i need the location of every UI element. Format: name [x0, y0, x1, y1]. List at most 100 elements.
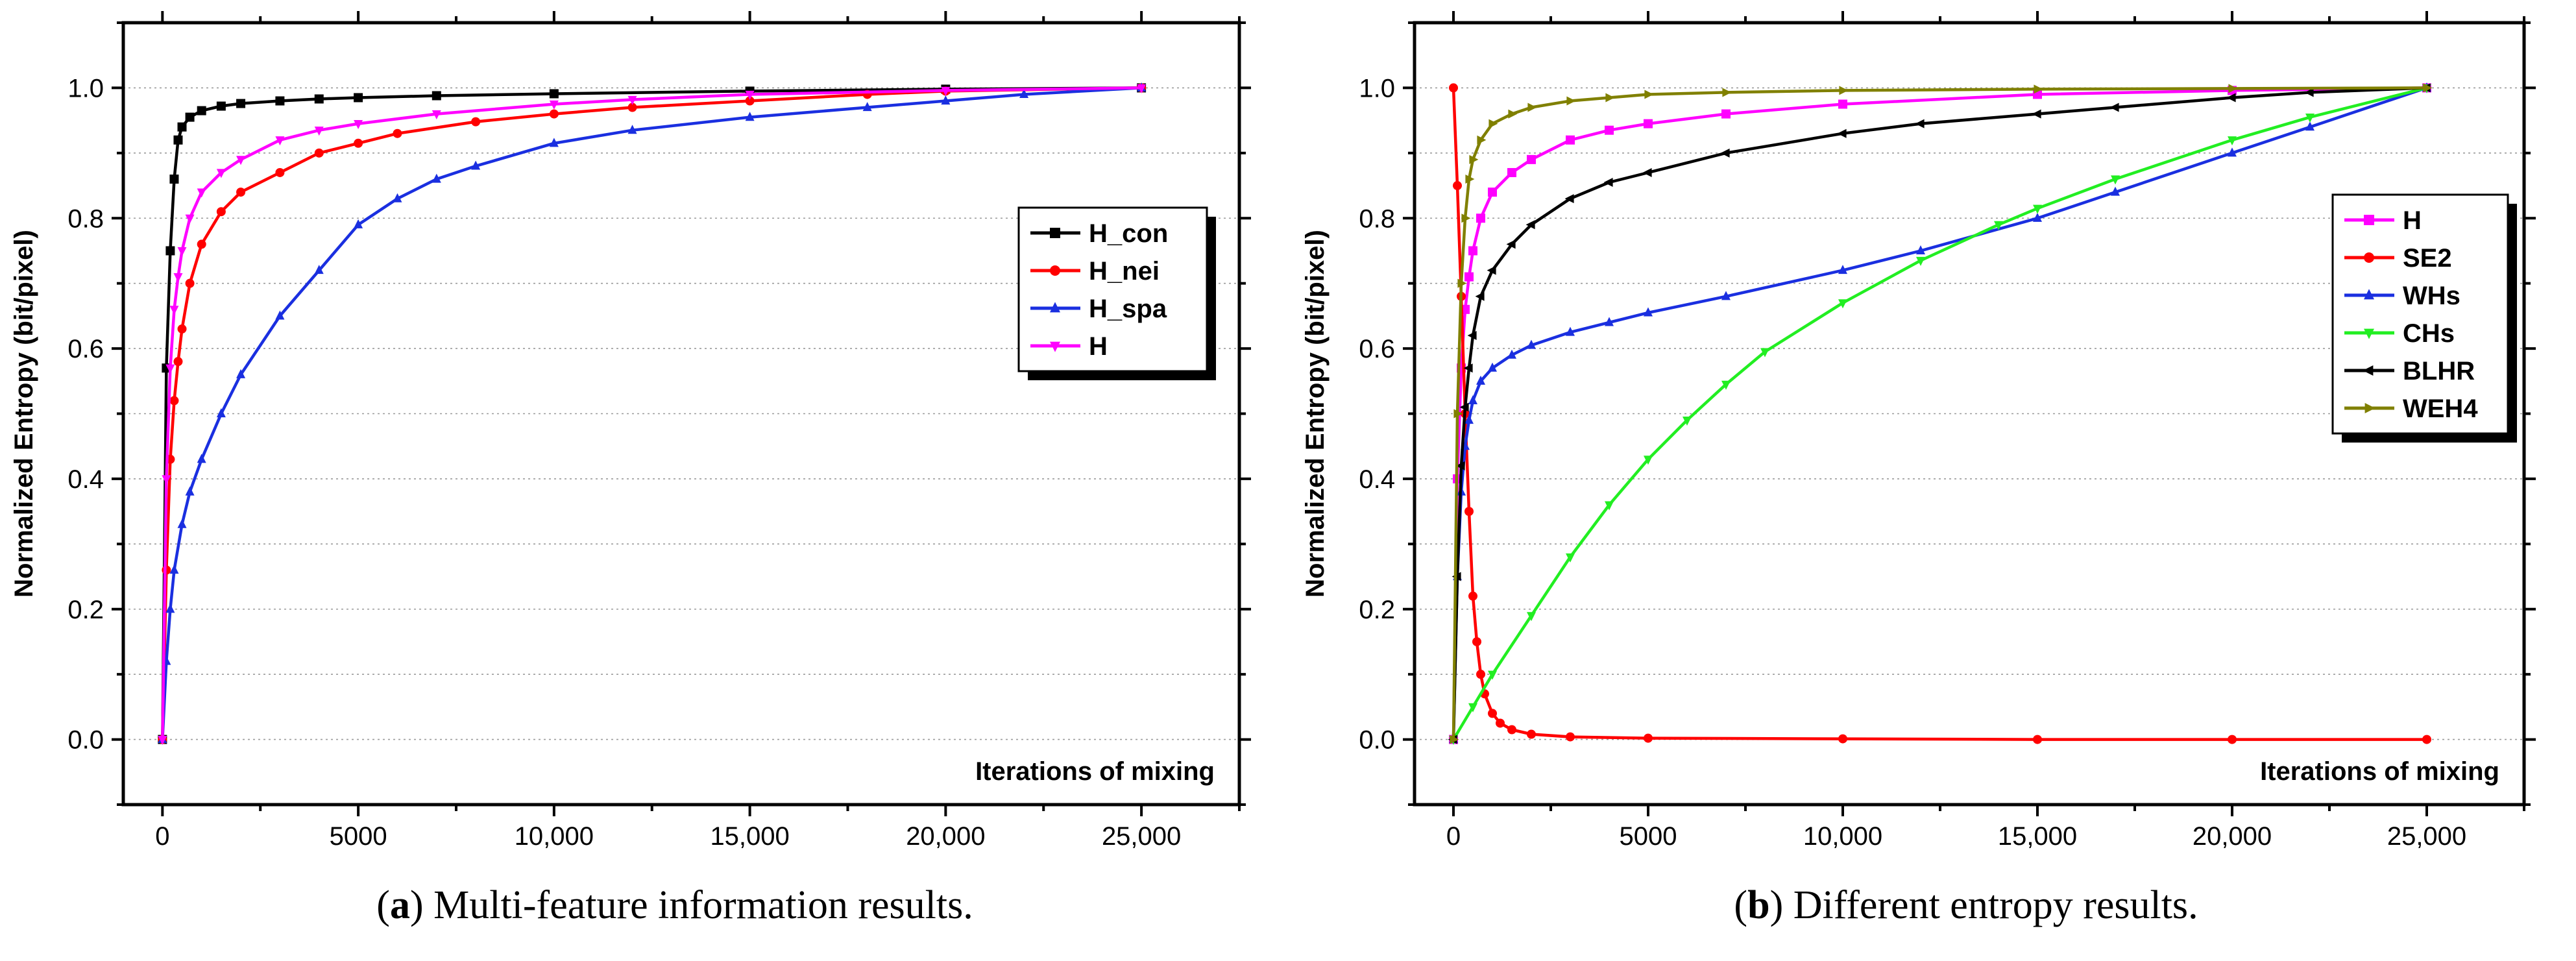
legend-label: H_con	[1089, 219, 1168, 248]
data-point	[627, 95, 637, 105]
x-tick-label: 10,000	[515, 822, 594, 851]
caption-letter: b	[1747, 883, 1769, 927]
y-axis-label: Normalized Entropy (bit/pixel)	[10, 230, 38, 598]
caption-close-paren: )	[410, 883, 424, 927]
legend-swatch-marker	[1050, 265, 1060, 276]
data-point	[2305, 114, 2315, 123]
y-tick-label: 0.2	[67, 596, 104, 624]
legend-label: CHs	[2403, 319, 2455, 348]
caption-close-paren: )	[1770, 883, 1784, 927]
data-point	[1994, 221, 2003, 230]
legend-item: BLHR	[2344, 357, 2475, 385]
legend-item: H	[2344, 206, 2422, 235]
x-axis-label: Iterations of mixing	[2260, 757, 2499, 786]
data-point	[745, 90, 755, 100]
data-point	[862, 102, 872, 112]
data-point	[2032, 109, 2041, 119]
legend-label: WHs	[2403, 282, 2461, 310]
data-point	[431, 173, 441, 183]
data-point	[1453, 409, 1463, 419]
legend-label: H_nei	[1089, 257, 1160, 286]
legend-swatch-marker	[1050, 228, 1060, 238]
data-point	[1476, 670, 1485, 679]
x-axis-label: Iterations of mixing	[975, 757, 1215, 786]
data-point	[1488, 670, 1497, 680]
caption-letter: a	[390, 883, 410, 927]
data-point	[1644, 90, 1654, 99]
data-point	[1506, 239, 1516, 249]
caption-text: Multi-feature information results.	[424, 883, 973, 927]
data-point	[1450, 735, 1459, 744]
legend-box	[2331, 193, 2509, 435]
data-point	[1467, 331, 1477, 340]
data-point	[2228, 147, 2237, 157]
series-line	[1452, 86, 2427, 740]
data-point	[1721, 380, 1731, 390]
legend-swatch-marker	[1050, 341, 1060, 352]
data-point	[158, 735, 167, 745]
data-point	[1459, 402, 1469, 412]
data-point	[1475, 291, 1485, 301]
series-line	[1452, 86, 2427, 740]
data-point	[1527, 729, 1536, 739]
y-axis: 0.0 0.2 0.4 0.6 0.8 1.0	[67, 21, 1251, 806]
data-point	[177, 518, 187, 528]
data-point	[1453, 181, 1462, 191]
data-point	[236, 99, 246, 108]
data-point	[314, 265, 324, 274]
y-tick-label: 0.0	[67, 726, 104, 755]
caption-text: Different entropy results.	[1783, 883, 2198, 927]
data-point	[1720, 148, 1730, 158]
legend-label: WEH4	[2403, 395, 2478, 423]
legend-item: H	[1030, 332, 1108, 361]
legend-item: WHs	[2344, 282, 2461, 310]
data-point	[941, 95, 951, 105]
data-point	[1469, 154, 1479, 164]
chart-panel-a: 0.0 0.2 0.4 0.6 0.8 1.0 0 5000 10,000 15,000 20,00…	[10, 11, 1251, 927]
data-point	[236, 188, 246, 197]
data-point	[165, 603, 175, 613]
data-point	[2111, 175, 2120, 185]
data-point	[2033, 735, 2042, 744]
y-axis: 0.0 0.2 0.4 0.6 0.8 1.0	[1359, 21, 2536, 806]
data-point	[1461, 213, 1471, 223]
data-point	[627, 125, 637, 134]
y-axis-label: Normalized Entropy (bit/pixel)	[1301, 230, 1330, 598]
data-point	[1488, 188, 1497, 197]
data-point	[169, 306, 179, 315]
legend-item: H_nei	[1030, 257, 1160, 286]
data-point	[1722, 88, 1732, 97]
data-point	[393, 193, 402, 202]
data-point	[1488, 362, 1497, 372]
legend-swatch-marker	[2364, 403, 2376, 413]
data-point	[1487, 265, 1496, 275]
data-point	[1508, 109, 1518, 119]
data-point	[1605, 501, 1614, 511]
data-point	[165, 246, 175, 256]
data-point	[471, 117, 481, 127]
data-point	[1721, 109, 1731, 119]
data-point	[2422, 735, 2431, 744]
data-point	[173, 357, 183, 367]
data-point	[1507, 167, 1516, 177]
data-point	[745, 112, 755, 121]
series-h-spa	[158, 82, 1147, 744]
legend-swatch-marker	[2364, 289, 2374, 300]
series-h	[1449, 83, 2431, 744]
legend: H_con H_nei H_spa H	[1017, 206, 1216, 380]
legend-swatch-marker	[2363, 365, 2374, 376]
data-point	[1838, 99, 1847, 109]
data-point	[549, 89, 559, 99]
legend-swatch-marker	[2364, 215, 2374, 225]
data-point	[1566, 135, 1575, 145]
data-point	[216, 169, 226, 178]
data-point	[1566, 326, 1575, 336]
data-point	[354, 219, 363, 228]
data-point	[1496, 718, 1505, 728]
legend-label: BLHR	[2403, 357, 2475, 385]
y-tick-label: 0.0	[1359, 726, 1395, 755]
legend-item: WEH4	[2344, 395, 2478, 423]
data-point	[354, 138, 363, 148]
legend-label: SE2	[2403, 244, 2452, 273]
legend-item: H_spa	[1030, 295, 1167, 323]
